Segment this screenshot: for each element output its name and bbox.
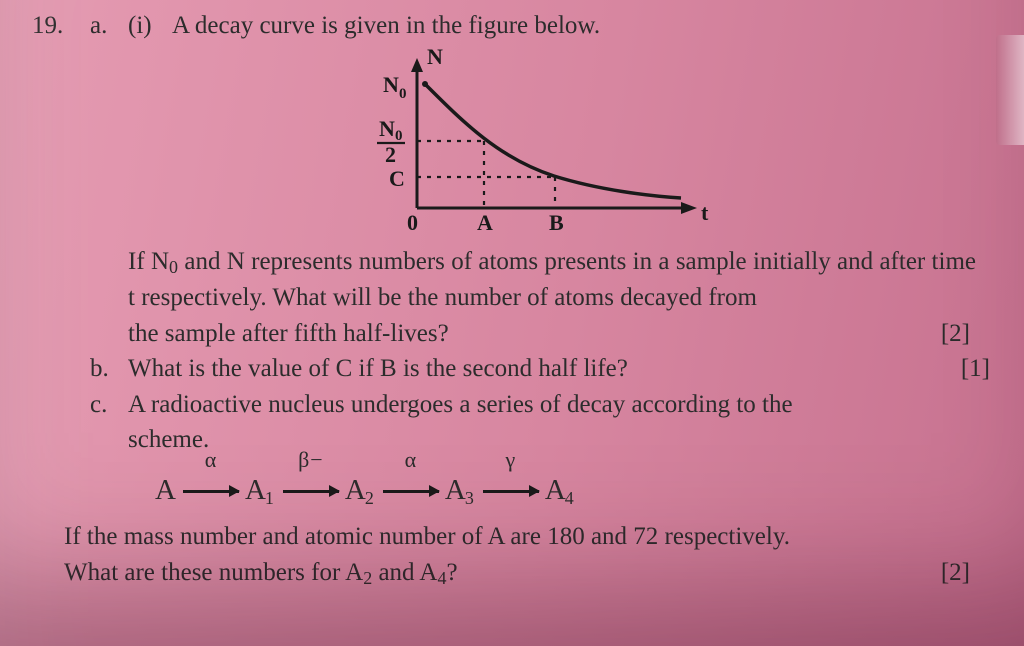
sub-label-a: a. xyxy=(90,8,128,44)
body-1a-rest: and N represents numbers of atoms presen… xyxy=(128,248,976,312)
line-b: b. What is the value of C if B is the se… xyxy=(90,351,996,387)
label-N0: N xyxy=(383,72,399,97)
label-B: B xyxy=(549,210,564,235)
scheme-node-3: A3 xyxy=(442,470,480,512)
text-b: What is the value of C if B is the secon… xyxy=(128,351,961,387)
scheme-node-4: A4 xyxy=(542,470,580,512)
part-a-body: If N0 and N represents numbers of atoms … xyxy=(128,244,976,316)
intro-text: A decay curve is given in the figure bel… xyxy=(172,8,996,44)
x-axis-arrow-icon xyxy=(681,202,697,214)
label-A: A xyxy=(477,210,493,235)
line-c-1: c. A radioactive nucleus undergoes a ser… xyxy=(90,387,996,423)
tail-row-final: What are these numbers for A2 and A4? [2… xyxy=(64,555,976,592)
scheme-node-sub-2: 2 xyxy=(365,488,375,508)
scheme-node-sub-1: 1 xyxy=(265,488,275,508)
arrow-icon xyxy=(183,490,239,493)
label-t: t xyxy=(701,200,709,225)
figure-wrap: N N 0 N 0 2 C 0 A B t xyxy=(32,48,996,238)
marks-a: [2] xyxy=(941,316,976,352)
line-c-2: scheme. xyxy=(128,422,976,458)
sub-label-c: c. xyxy=(90,387,128,423)
page: 19. a. (i) A decay curve is given in the… xyxy=(0,0,1024,646)
scheme-arrow-2: β− xyxy=(280,468,342,509)
decay-curve-figure: N N 0 N 0 2 C 0 A B t xyxy=(309,48,719,238)
marks-b: [1] xyxy=(961,351,996,387)
scheme-node-sub-4: 4 xyxy=(565,488,575,508)
curve-start-dot-icon xyxy=(422,81,428,87)
y-axis-arrow-icon xyxy=(411,58,423,72)
tail-q-text: What are these numbers for A xyxy=(64,559,363,586)
label-frac-top-sub: 0 xyxy=(395,128,403,144)
roman-i: (i) xyxy=(128,8,172,44)
decay-scheme: AαA1β−A2αA3γA4 xyxy=(152,468,996,512)
scheme-node-2: A2 xyxy=(342,470,380,512)
sub-label-b: b. xyxy=(90,351,128,387)
scheme-transition-label-1: α xyxy=(180,444,242,475)
scheme-arrow-1: α xyxy=(180,468,242,509)
marks-c: [2] xyxy=(941,555,976,591)
label-frac-top: N xyxy=(379,116,395,141)
scheme-node-1: A1 xyxy=(242,470,280,512)
decay-curve-path xyxy=(425,84,681,198)
tail-line1: If the mass number and atomic number of … xyxy=(64,519,976,555)
text-c-1: A radioactive nucleus undergoes a series… xyxy=(128,387,996,423)
tail-q-mid: and A xyxy=(372,559,437,586)
label-C: C xyxy=(389,166,405,191)
scheme-node-sub-3: 3 xyxy=(465,488,475,508)
label-O: 0 xyxy=(407,210,418,235)
body-1a: If N xyxy=(128,248,169,275)
line-q19-a-i: 19. a. (i) A decay curve is given in the… xyxy=(32,8,996,44)
content-block: 19. a. (i) A decay curve is given in the… xyxy=(32,8,996,591)
scheme-transition-label-4: γ xyxy=(480,444,542,475)
arrow-icon xyxy=(383,490,439,493)
scheme-arrow-4: γ xyxy=(480,468,542,509)
label-N-axis: N xyxy=(427,48,443,69)
tail-q-end: ? xyxy=(446,559,457,586)
question-number: 19. xyxy=(32,8,90,44)
tail-question: What are these numbers for A2 and A4? xyxy=(64,555,458,592)
scheme-transition-label-2: β− xyxy=(280,444,342,475)
body-1a-sub: 0 xyxy=(169,257,178,277)
label-frac-bottom: 2 xyxy=(385,142,396,167)
scheme-node-A: A xyxy=(152,470,180,511)
arrow-icon xyxy=(483,490,539,493)
label-N0-sub: 0 xyxy=(399,86,407,102)
part-a-tail: the sample after fifth half-lives? xyxy=(128,316,449,352)
scheme-transition-label-3: α xyxy=(380,444,442,475)
tail-q-sub1: 2 xyxy=(363,568,372,588)
arrow-icon xyxy=(283,490,339,493)
part-a-tail-row: the sample after fifth half-lives? [2] xyxy=(128,316,976,352)
scheme-arrow-3: α xyxy=(380,468,442,509)
